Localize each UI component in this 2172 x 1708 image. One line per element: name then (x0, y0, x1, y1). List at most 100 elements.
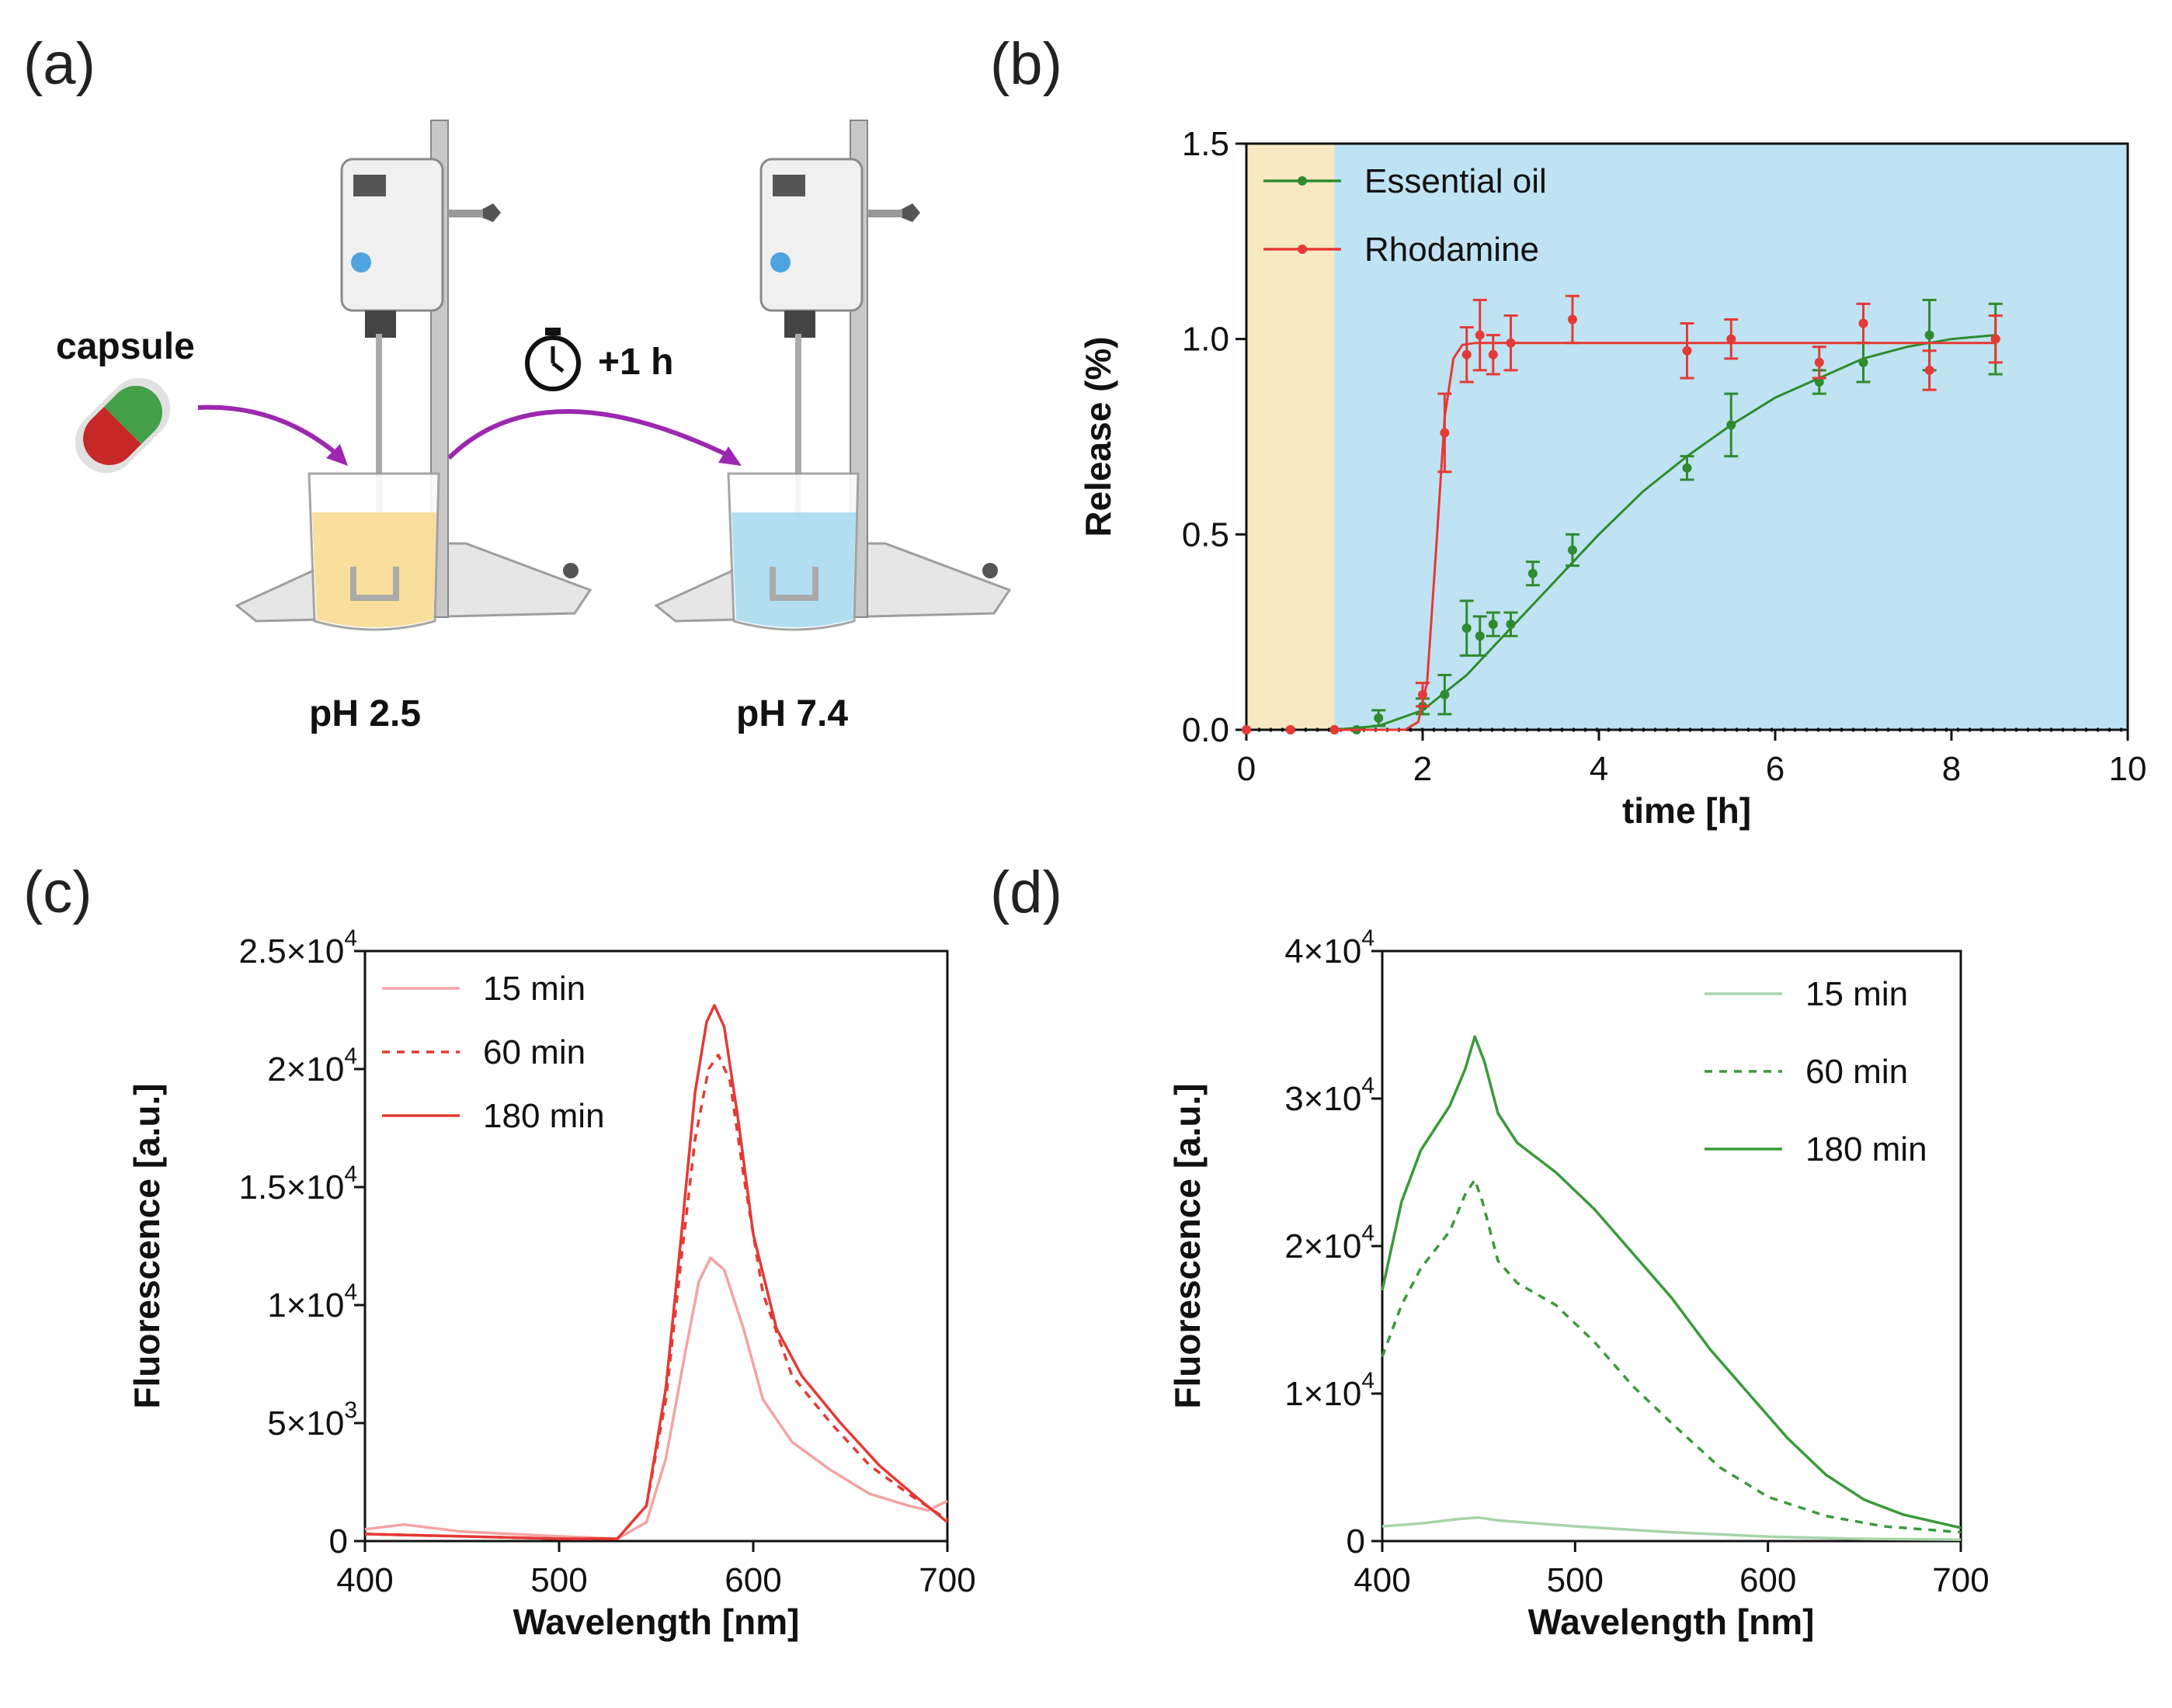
capsule-icon (75, 377, 171, 474)
data-point-rhodamine (1990, 334, 2000, 344)
y-tick-exponent: 4 (344, 1043, 357, 1069)
y-tick-label: 2×104 (1284, 1220, 1374, 1265)
legend-label: Essential oil (1364, 162, 1547, 200)
stirrer-setup-left (235, 120, 593, 631)
data-point-rhodamine (1488, 349, 1498, 359)
y-tick-label: 0 (329, 1522, 348, 1560)
data-point-essential-oil (1461, 623, 1472, 634)
y-axis-label: Fluorescence [a.u.] (1167, 1083, 1208, 1408)
x-tick-label: 600 (1739, 1561, 1796, 1599)
legend-label: 15 min (483, 970, 586, 1008)
arrowhead-2 (718, 446, 742, 466)
y-tick-label: 2×104 (267, 1043, 357, 1088)
data-point-rhodamine (1814, 357, 1824, 367)
arrow-capsule-to-beaker (197, 404, 343, 460)
fit-line-rhodamine (1334, 342, 1996, 731)
y-tick-label: 0 (1347, 1522, 1365, 1560)
x-tick-label: 10 (2109, 750, 2147, 788)
data-point-essential-oil (1567, 545, 1577, 555)
data-point-rhodamine (1285, 725, 1295, 734)
background-region-0 (1246, 144, 1335, 730)
data-point-essential-oil (1527, 568, 1538, 578)
chart-essential-oil-fluorescence: 400 500 600 70001×1042×1043×1044×104Wavelen… (1167, 925, 1990, 1642)
plot-frame (1245, 142, 2129, 731)
data-point-essential-oil (1924, 330, 1934, 340)
legend-label: 60 min (1805, 1053, 1908, 1091)
y-tick-label: 3×104 (1284, 1073, 1374, 1118)
plot-frame (363, 949, 949, 1543)
data-point-essential-oil (1488, 620, 1498, 630)
legend-label: 180 min (1805, 1130, 1927, 1168)
y-tick-base: 0 (329, 1522, 348, 1560)
data-point-rhodamine (1329, 725, 1340, 734)
x-tick-label: 4 (1590, 750, 1608, 788)
data-point-rhodamine (1567, 314, 1577, 325)
y-tick-base: 1.5×10 (239, 1168, 345, 1206)
x-tick-label: 0 (1237, 750, 1256, 788)
series-line-15-min (1381, 1515, 1962, 1541)
ph-left-label: pH 2.5 (309, 693, 421, 734)
y-tick-label: 2.5×104 (239, 925, 358, 970)
legend-label: 180 min (483, 1097, 605, 1135)
data-point-essential-oil (1475, 631, 1485, 641)
y-tick-base: 4×10 (1284, 932, 1361, 970)
arrowhead-1 (326, 444, 348, 466)
series-line-180-min (364, 1004, 949, 1540)
y-axis-label: Release (%) (1078, 336, 1118, 536)
data-point-essential-oil (1440, 689, 1450, 700)
y-axis-label: Fluorescence [a.u.] (127, 1083, 167, 1408)
x-axis-label: Wavelength [nm] (513, 1602, 800, 1642)
y-tick-base: 2×10 (267, 1050, 344, 1088)
panel-label-c: (c) (23, 859, 92, 925)
chart-rhodamine-fluorescence: 400 500 600 70005×1031×1041.5×1042×1042.5×1… (127, 925, 976, 1642)
y-tick-label: 5×103 (267, 1397, 357, 1442)
y-tick-label: 1.5×104 (239, 1161, 358, 1206)
legend-label: Rhodamine (1364, 231, 1539, 269)
data-point-essential-oil (1858, 357, 1868, 367)
x-axis-label: time [h] (1622, 790, 1751, 831)
timer-label: +1 h (598, 342, 673, 383)
chart-release: 0 2 4 6 8 10 0.0 0.5 1.0 1.5 time [h] Release (%) Es… (1078, 125, 2146, 831)
x-tick-label: 8 (1942, 750, 1961, 788)
y-tick-exponent: 4 (344, 925, 357, 951)
data-point-essential-oil (1682, 463, 1692, 473)
panel-label-d: (d) (990, 859, 1062, 925)
data-point-rhodamine (1418, 689, 1427, 700)
x-tick-label: 600 (725, 1561, 781, 1599)
data-point-rhodamine (1242, 725, 1251, 734)
x-tick-label: 500 (530, 1561, 587, 1599)
plot-frame (1381, 949, 1962, 1543)
y-tick-exponent: 4 (344, 1161, 357, 1187)
legend-marker (1298, 176, 1307, 186)
panel-a-illustration: capsule +1 h pH (56, 120, 1012, 734)
x-tick-label: 400 (1354, 1561, 1410, 1599)
y-tick-exponent: 4 (1361, 1368, 1374, 1394)
panel-label-b: (b) (990, 31, 1062, 97)
data-point-rhodamine (1475, 330, 1485, 340)
x-axis-label: Wavelength [nm] (1528, 1602, 1815, 1642)
x-tick-label: 700 (1932, 1561, 1989, 1599)
series-line-180-min (1381, 1035, 1962, 1529)
series-line-60-min (1381, 1178, 1962, 1534)
ph-right-label: pH 7.4 (736, 693, 848, 734)
y-tick-exponent: 4 (1361, 925, 1374, 951)
y-tick-exponent: 4 (1361, 1220, 1374, 1246)
capsule-label: capsule (56, 326, 195, 367)
y-tick-label: 0.0 (1182, 711, 1229, 749)
data-point-rhodamine (1506, 338, 1516, 348)
series-line-60-min (364, 1054, 948, 1540)
y-tick-label: 4×104 (1284, 925, 1374, 970)
legend-marker (1298, 245, 1307, 254)
series-line-15-min (364, 1256, 948, 1540)
data-point-rhodamine (1440, 428, 1450, 438)
data-point-essential-oil (1814, 377, 1824, 387)
y-tick-base: 3×10 (1284, 1080, 1361, 1118)
stopwatch-icon (525, 328, 581, 391)
y-tick-base: 1×10 (267, 1286, 344, 1324)
y-tick-label: 1×104 (267, 1279, 357, 1324)
y-tick-base: 5×10 (267, 1404, 344, 1442)
x-tick-label: 6 (1766, 750, 1785, 788)
data-point-essential-oil (1374, 713, 1384, 723)
y-tick-base: 2.5×10 (239, 932, 345, 970)
